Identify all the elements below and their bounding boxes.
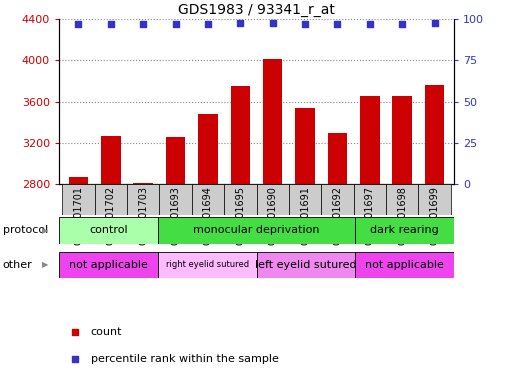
Bar [192,184,224,215]
Bar [353,184,386,215]
Text: not applicable: not applicable [365,260,444,270]
Text: left eyelid sutured: left eyelid sutured [255,260,357,270]
Text: GSM101699: GSM101699 [429,186,440,245]
Point [301,21,309,27]
Point [171,21,180,27]
Text: other: other [3,260,32,270]
Bar [59,217,158,244]
Bar [328,133,347,384]
Bar [355,252,454,278]
Text: GSM101697: GSM101697 [365,186,375,245]
Point [398,21,406,27]
Text: GSM101691: GSM101691 [300,186,310,245]
Point [71,329,79,335]
Bar [360,96,380,384]
Point [430,20,439,26]
Text: not applicable: not applicable [69,260,148,270]
Bar [94,184,127,215]
Point [269,20,277,26]
Bar [158,217,355,244]
Text: GSM101701: GSM101701 [73,186,84,245]
Bar [59,252,158,278]
Text: GSM101690: GSM101690 [268,186,278,245]
Point [333,21,342,27]
Text: ▶: ▶ [42,226,48,235]
Bar [289,184,321,215]
Bar [127,184,160,215]
Bar [386,184,419,215]
Bar [231,86,250,384]
Text: monocular deprivation: monocular deprivation [193,225,320,235]
Text: count: count [91,327,122,337]
Text: GSM101692: GSM101692 [332,186,343,245]
Point [107,21,115,27]
Bar [160,184,192,215]
Bar [392,96,412,384]
Title: GDS1983 / 93341_r_at: GDS1983 / 93341_r_at [178,3,335,17]
Bar [198,114,218,384]
Bar [101,136,121,384]
Bar [158,252,256,278]
Text: protocol: protocol [3,225,48,235]
Bar [62,184,94,215]
Text: control: control [89,225,128,235]
Point [139,21,147,27]
Bar [256,184,289,215]
Text: GSM101694: GSM101694 [203,186,213,245]
Bar [166,137,185,384]
Point [204,21,212,27]
Text: ▶: ▶ [42,260,48,270]
Bar [69,177,88,384]
Text: percentile rank within the sample: percentile rank within the sample [91,354,279,364]
Bar [256,252,355,278]
Text: GSM101698: GSM101698 [397,186,407,245]
Text: right eyelid sutured: right eyelid sutured [166,260,249,270]
Text: GSM101693: GSM101693 [170,186,181,245]
Point [74,21,83,27]
Text: GSM101702: GSM101702 [106,186,116,245]
Text: GSM101695: GSM101695 [235,186,245,245]
Bar [355,217,454,244]
Bar [263,60,282,384]
Text: dark rearing: dark rearing [370,225,439,235]
Bar [133,183,153,384]
Bar [224,184,256,215]
Text: GSM101703: GSM101703 [138,186,148,245]
Point [71,356,79,362]
Bar [321,184,353,215]
Bar [425,85,444,384]
Point [366,21,374,27]
Bar [419,184,451,215]
Bar [295,108,315,384]
Point [236,20,244,26]
